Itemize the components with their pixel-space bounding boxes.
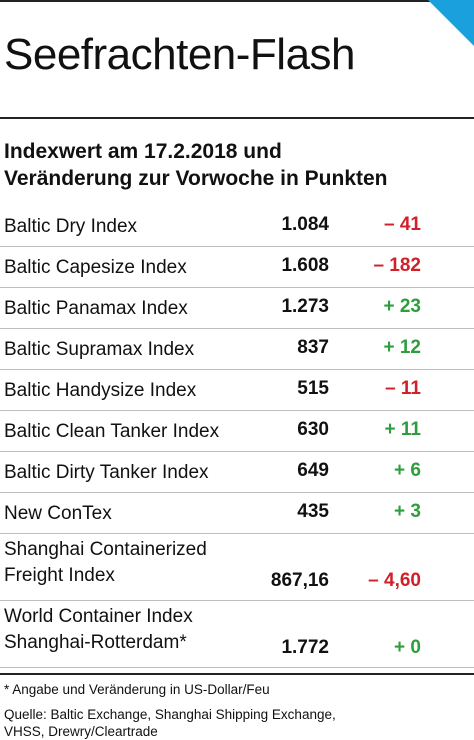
index-change: – 11 bbox=[385, 378, 421, 399]
index-value: 515 bbox=[297, 378, 329, 399]
index-name-line: Baltic Clean Tanker Index bbox=[4, 421, 220, 442]
index-name-line: Shanghai-Rotterdam* bbox=[4, 632, 187, 653]
index-change: – 182 bbox=[373, 255, 421, 276]
index-change: + 23 bbox=[383, 296, 421, 317]
index-name: World Container Index Shanghai-Rotterdam* bbox=[4, 604, 193, 656]
index-change: – 4,60 bbox=[368, 570, 421, 591]
index-name-line: Freight Index bbox=[4, 565, 115, 586]
source-line-2: VHSS, Drewry/Cleartrade bbox=[4, 724, 158, 739]
index-value: 867,16 bbox=[270, 570, 329, 591]
index-change: + 11 bbox=[384, 419, 421, 440]
index-table: Baltic Dry Index 1.084 – 41 Baltic Capesize… bbox=[0, 206, 474, 668]
page-title: Seefrachten-Flash bbox=[4, 30, 356, 79]
subtitle-line-1: Indexwert am 17.2.2018 und bbox=[4, 140, 282, 163]
index-value: 1.273 bbox=[281, 296, 329, 317]
source-note: Quelle: Baltic Exchange, Shanghai Shippi… bbox=[4, 706, 444, 740]
table-row: Baltic Supramax Index 837 + 12 bbox=[0, 329, 474, 370]
index-name-line: Shanghai Containerized bbox=[4, 539, 207, 560]
index-value: 435 bbox=[297, 501, 329, 522]
table-subtitle: Indexwert am 17.2.2018 und Veränderung z… bbox=[4, 138, 388, 192]
table-row: World Container Index Shanghai-Rotterdam*… bbox=[0, 601, 474, 668]
index-value: 649 bbox=[297, 460, 329, 481]
table-row: Baltic Clean Tanker Index 630 + 11 bbox=[0, 411, 474, 452]
index-value: 630 bbox=[297, 419, 329, 440]
index-name-line: World Container Index bbox=[4, 606, 193, 627]
index-value: 1.084 bbox=[281, 214, 329, 235]
corner-accent bbox=[428, 0, 474, 46]
table-row: Baltic Dry Index 1.084 – 41 bbox=[0, 206, 474, 247]
top-rule bbox=[0, 0, 474, 2]
index-name: Baltic Panamax Index bbox=[4, 296, 188, 322]
index-change: + 0 bbox=[394, 637, 421, 658]
table-row: Baltic Dirty Tanker Index 649 + 6 bbox=[0, 452, 474, 493]
index-name-line: Baltic Dirty Tanker Index bbox=[4, 462, 209, 483]
index-name: Baltic Handysize Index bbox=[4, 378, 196, 404]
index-change: – 41 bbox=[384, 214, 421, 235]
index-name: Baltic Capesize Index bbox=[4, 255, 187, 281]
subtitle-line-2: Veränderung zur Vorwoche in Punkten bbox=[4, 167, 388, 190]
index-name: New ConTex bbox=[4, 501, 112, 527]
index-name: Baltic Clean Tanker Index bbox=[4, 419, 219, 445]
index-name: Baltic Supramax Index bbox=[4, 337, 194, 363]
header-divider bbox=[0, 117, 474, 119]
index-change: + 12 bbox=[383, 337, 421, 358]
table-row: Shanghai Containerized Freight Index 867,1… bbox=[0, 534, 474, 601]
source-line-1: Quelle: Baltic Exchange, Shanghai Shippi… bbox=[4, 707, 336, 722]
index-name: Baltic Dry Index bbox=[4, 214, 137, 240]
footer-divider bbox=[0, 673, 474, 675]
table-row: Baltic Handysize Index 515 – 11 bbox=[0, 370, 474, 411]
index-change: + 6 bbox=[394, 460, 421, 481]
index-value: 1.608 bbox=[281, 255, 329, 276]
index-change: + 3 bbox=[394, 501, 421, 522]
index-name-line: Baltic Handysize Index bbox=[4, 380, 197, 401]
index-name-line: Baltic Supramax Index bbox=[4, 339, 195, 360]
index-name-line: Baltic Dry Index bbox=[4, 216, 138, 237]
index-value: 837 bbox=[297, 337, 329, 358]
index-name-line: Baltic Capesize Index bbox=[4, 257, 187, 278]
index-name-line: New ConTex bbox=[4, 503, 112, 524]
index-name-line: Baltic Panamax Index bbox=[4, 298, 188, 319]
footnote: * Angabe und Veränderung in US-Dollar/Fe… bbox=[4, 682, 270, 697]
table-row: Baltic Capesize Index 1.608 – 182 bbox=[0, 247, 474, 288]
table-row: New ConTex 435 + 3 bbox=[0, 493, 474, 534]
index-name: Baltic Dirty Tanker Index bbox=[4, 460, 209, 486]
index-name: Shanghai Containerized Freight Index bbox=[4, 537, 207, 589]
index-value: 1.772 bbox=[281, 637, 329, 658]
table-row: Baltic Panamax Index 1.273 + 23 bbox=[0, 288, 474, 329]
